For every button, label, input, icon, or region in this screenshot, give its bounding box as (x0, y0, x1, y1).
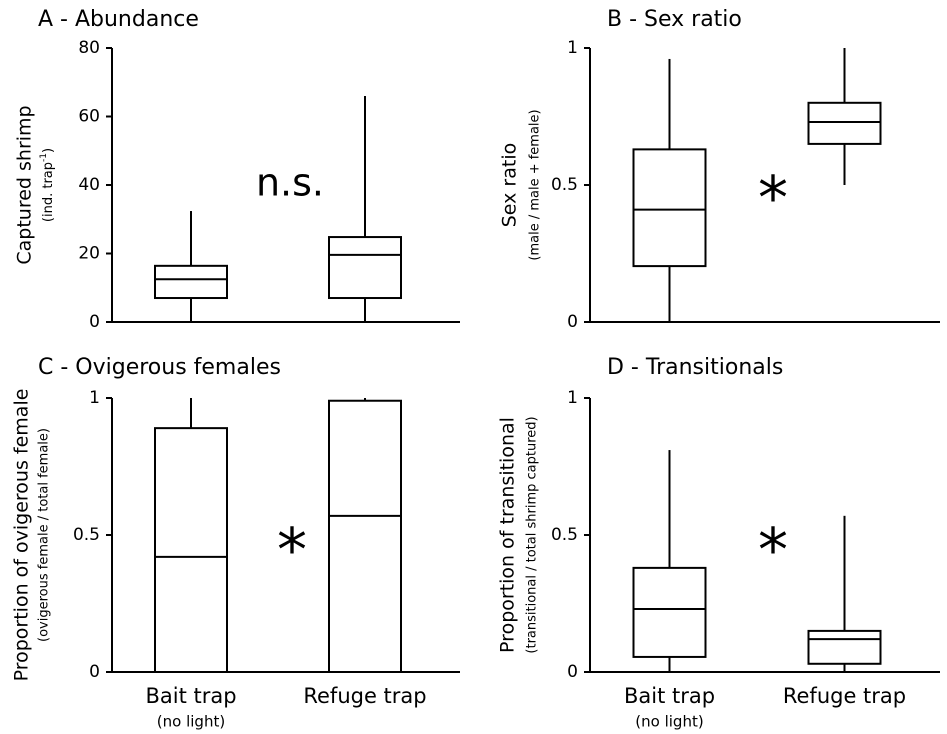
y-tick-label: 0 (89, 662, 100, 682)
box (328, 236, 402, 300)
box (632, 566, 707, 658)
y-axis-label: Proportion of ovigerous female (11, 389, 33, 682)
y-tick-label: 0.5 (551, 525, 578, 545)
x-tick-label: Refuge trap (783, 684, 906, 708)
x-tick-label: Bait trap (145, 684, 236, 708)
y-tick-label: 20 (78, 244, 100, 264)
panel-title: C - Ovigerous females (38, 355, 281, 380)
annotation: n.s. (256, 161, 324, 205)
box (154, 427, 228, 674)
box (807, 629, 882, 665)
annotation: * (277, 516, 307, 586)
y-axis-label: Sex ratio (499, 143, 521, 228)
y-tick-label: 0 (89, 312, 100, 332)
y-axis-sublabel: (ind. trap-1) (39, 148, 56, 222)
y-tick-label: 1 (89, 388, 100, 408)
y-axis-sublabel-part: (ind. trap (41, 162, 56, 222)
y-tick-label: 0.5 (551, 175, 578, 195)
panel-title: A - Abundance (38, 7, 199, 32)
y-tick-label: 1 (567, 38, 578, 58)
y-axis-sublabel: (ovigerous female / total female) (37, 428, 52, 642)
x-tick-sublabel: (no light) (157, 713, 225, 731)
annotation: * (758, 164, 788, 234)
y-axis-sublabel-part: ) (41, 148, 56, 153)
annotation: * (758, 516, 788, 586)
y-tick-label: 80 (78, 38, 100, 58)
y-tick-label: 60 (78, 107, 100, 127)
box (154, 264, 228, 300)
x-tick-sublabel: (no light) (635, 713, 703, 731)
box (328, 399, 402, 673)
x-tick-label: Bait trap (624, 684, 715, 708)
y-axis-sublabel: (transitional / total shrimp captured) (525, 416, 540, 653)
x-tick-label: Refuge trap (303, 684, 426, 708)
y-axis-sublabel-part: -1 (39, 153, 49, 162)
y-tick-label: 0 (567, 312, 578, 332)
panel-title: D - Transitionals (607, 355, 783, 380)
y-tick-label: 40 (78, 175, 100, 195)
y-tick-label: 0.5 (73, 525, 100, 545)
panel-title: B - Sex ratio (607, 7, 742, 32)
box (632, 148, 707, 268)
y-tick-label: 0 (567, 662, 578, 682)
y-axis-label: Proportion of transitional (497, 417, 519, 653)
y-axis-sublabel: (male / male + female) (528, 109, 543, 260)
y-axis-label: Captured shrimp (14, 105, 36, 264)
y-tick-label: 1 (567, 388, 578, 408)
box (807, 101, 882, 145)
